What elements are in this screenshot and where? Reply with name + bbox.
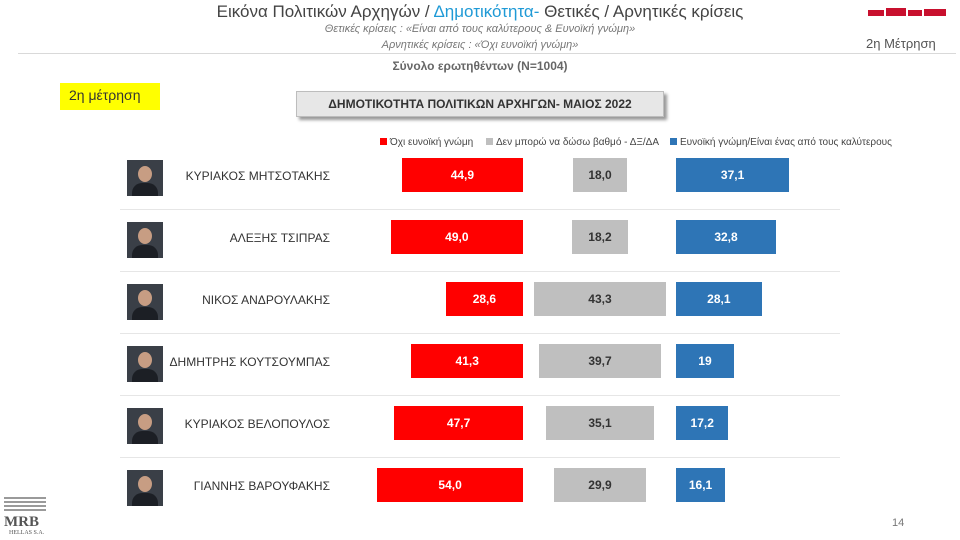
bar-positive: 32,8 <box>676 220 777 254</box>
page-number: 14 <box>892 517 905 529</box>
legend-item-neutral: Δεν μπορώ να δώσω βαθμό - ΔΞ/ΔΑ <box>486 137 659 148</box>
bar-negative: 47,7 <box>394 406 523 440</box>
bar-neutral: 35,1 <box>546 406 654 440</box>
bar-label-neutral: 18,2 <box>588 230 612 244</box>
bar-label-positive: 32,8 <box>714 230 738 244</box>
bar-label-neutral: 35,1 <box>588 416 612 430</box>
header-divider <box>18 53 956 54</box>
bar-label-positive: 37,1 <box>720 168 745 182</box>
bar-positive: 17,2 <box>676 406 729 440</box>
bar-positive: 28,1 <box>676 282 762 316</box>
bar-label-neutral: 29,9 <box>588 478 612 492</box>
legend-item-positive: Ευνοϊκή γνώμη/Είναι ένας από τους καλύτε… <box>670 137 892 148</box>
bar-negative: 49,0 <box>390 220 523 254</box>
leader-name: ΔΗΜΗΤΡΗΣ ΚΟΥΤΣΟΥΜΠΑΣ <box>169 355 330 369</box>
legend-swatch-positive <box>670 138 677 145</box>
logo-subtext: HELLAS S.A. <box>9 530 45 536</box>
leader-photo <box>127 222 163 258</box>
bar-neutral: 29,9 <box>554 468 646 502</box>
main-title-part1: Εικόνα Πολιτικών Αρχηγών / <box>216 2 434 21</box>
leader-photo <box>127 160 163 196</box>
leader-name: ΑΛΕΞΗΣ ΤΣΙΠΡΑΣ <box>229 231 330 245</box>
chart-title: ΔΗΜΟΤΙΚΟΤΗΤΑ ΠΟΛΙΤΙΚΩΝ ΑΡΧΗΓΩΝ- ΜΑΙΟΣ 20… <box>296 91 664 117</box>
legend-label-neutral: Δεν μπορώ να δώσω βαθμό - ΔΞ/ΔΑ <box>496 137 660 148</box>
sample-size: Σύνολο ερωτηθέντων (N=1004) <box>392 59 568 73</box>
logo-text: MRB <box>4 514 39 530</box>
bar-negative: 44,9 <box>401 158 523 192</box>
legend-swatch-negative <box>380 138 387 145</box>
bar-label-neutral: 39,7 <box>588 354 612 368</box>
leader-name: ΚΥΡΙΑΚΟΣ ΒΕΛΟΠΟΥΛΟΣ <box>184 417 330 431</box>
leader-photo <box>127 408 163 444</box>
bar-neutral: 18,0 <box>572 158 628 192</box>
bar-label-neutral: 18,0 <box>588 168 612 182</box>
bar-label-positive: 19 <box>698 354 712 368</box>
bar-label-negative: 54,0 <box>438 478 462 492</box>
leader-name: ΝΙΚΟΣ ΑΝΔΡΟΥΛΑΚΗΣ <box>202 293 330 307</box>
bar-label-positive: 16,1 <box>688 478 713 492</box>
bar-label-positive: 17,2 <box>690 416 714 430</box>
row-separator <box>120 209 840 210</box>
bar-negative: 28,6 <box>445 282 523 316</box>
bar-positive: 19 <box>676 344 734 378</box>
bar-positive: 16,1 <box>676 468 726 502</box>
leader-name: ΓΙΑΝΝΗΣ ΒΑΡΟΥΦΑΚΗΣ <box>193 479 330 493</box>
bar-negative: 41,3 <box>411 344 523 378</box>
bar-label-positive: 28,1 <box>707 292 731 306</box>
bar-label-negative: 47,7 <box>446 416 471 430</box>
legend-item-negative: Όχι ευνοϊκή γνώμη <box>380 137 473 148</box>
bar-label-negative: 44,9 <box>450 168 475 182</box>
subtitle-negative: Αρνητικές κρίσεις : «Όχι ευνοϊκή γνώμη» <box>381 39 579 51</box>
bar-neutral: 18,2 <box>572 220 628 254</box>
row-separator <box>120 333 840 334</box>
leader-name: ΚΥΡΙΑΚΟΣ ΜΗΤΣΟΤΑΚΗΣ <box>185 169 330 183</box>
bar-label-negative: 28,6 <box>472 292 497 306</box>
main-title-part2: Θετικές / Αρνητικές κρίσεις <box>539 2 744 21</box>
row-separator <box>120 395 840 396</box>
legend-label-negative: Όχι ευνοϊκή γνώμη <box>390 137 474 148</box>
leader-photo <box>127 284 163 320</box>
bar-label-negative: 49,0 <box>445 230 469 244</box>
legend-swatch-neutral <box>486 138 493 145</box>
main-title: Εικόνα Πολιτικών Αρχηγών / Δημοτικότητα-… <box>0 2 960 22</box>
leader-photo <box>127 470 163 506</box>
bar-neutral: 43,3 <box>533 282 667 316</box>
measurement-label: 2η Μέτρηση <box>866 36 936 51</box>
bar-label-negative: 41,3 <box>455 354 479 368</box>
row-separator <box>120 457 840 458</box>
legend-label-positive: Ευνοϊκή γνώμη/Είναι ένας από τους καλύτε… <box>680 137 892 148</box>
leader-photo <box>127 346 163 382</box>
bar-positive: 37,1 <box>676 158 790 192</box>
brand-logo <box>868 6 952 22</box>
subtitle-positive: Θετικές κρίσεις : «Είναι από τους καλύτε… <box>324 23 636 35</box>
bar-negative: 54,0 <box>377 468 523 502</box>
bar-neutral: 39,7 <box>539 344 661 378</box>
mrb-logo: MRB HELLAS S.A. <box>4 497 48 537</box>
main-title-highlight: Δημοτικότητα- <box>433 2 540 21</box>
measurement-badge: 2η μέτρηση <box>60 83 160 110</box>
bar-label-neutral: 43,3 <box>588 292 612 306</box>
row-separator <box>120 271 840 272</box>
